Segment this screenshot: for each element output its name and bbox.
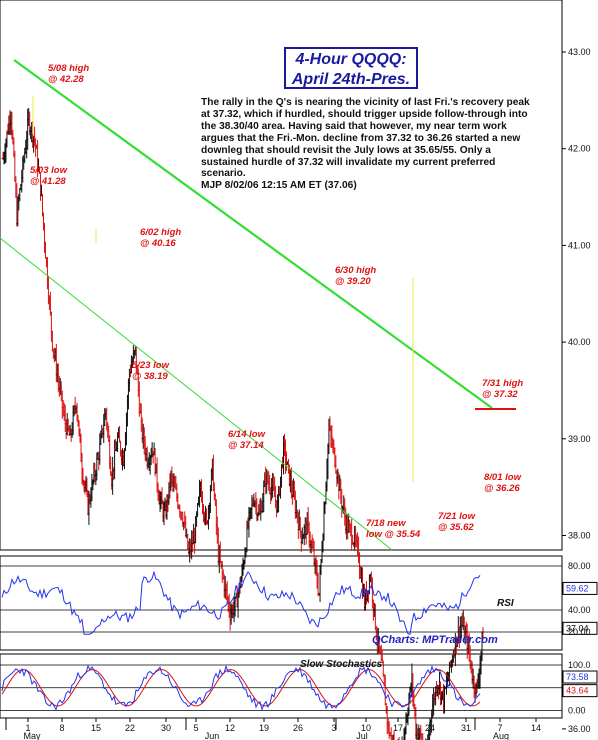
annotation-value-5: @ 39.20 <box>335 276 371 287</box>
rsi-last-label: 59.62 <box>566 583 589 593</box>
x-tick-label-9: 3 <box>331 723 336 733</box>
price-y-tick-label-5: 38.00 <box>568 531 591 541</box>
rsi-last-box <box>562 581 598 595</box>
annotation-value-4: @ 37.14 <box>228 440 264 451</box>
stochastics-d-label: 43.64 <box>566 686 589 696</box>
x-tick-label-13: 31 <box>461 723 471 733</box>
x-tick-label-6: 12 <box>225 723 235 733</box>
x-tick-label-7: 19 <box>259 723 269 733</box>
chart-title: 4-Hour QQQQ: April 24th-Pres. <box>284 47 418 89</box>
x-tick-label-8: 26 <box>293 723 303 733</box>
month-label-2: Jul <box>356 731 368 740</box>
x-tick-label-0: 1 <box>25 723 30 733</box>
stochastics-k-box <box>562 670 598 684</box>
stochastics-y-tick-label-0: 100.0 <box>568 660 591 670</box>
rsi-title: RSI <box>497 598 514 609</box>
rsi-panel <box>0 555 563 651</box>
annotation-label-4: 6/14 low <box>228 429 266 440</box>
stochastics-d-box <box>562 684 598 698</box>
rsi-line <box>1 570 481 635</box>
credit-label: QCharts: MPTrader.com <box>372 634 498 646</box>
x-tick-label-2: 15 <box>91 723 101 733</box>
annotation-label-5: 6/30 high <box>335 265 376 276</box>
x-tick-label-11: 17 <box>393 723 403 733</box>
stochastics-k-label: 73.58 <box>566 672 589 682</box>
x-tick-label-1: 8 <box>59 723 64 733</box>
annotation-label-3: 5/23 low <box>132 360 170 371</box>
annotation-label-7: 7/21 low <box>438 511 476 522</box>
price-panel <box>0 0 563 551</box>
x-tick-label-3: 22 <box>125 723 135 733</box>
chart-title-line2: April 24th-Pres. <box>291 71 411 88</box>
annotation-value-9: @ 36.26 <box>484 483 520 494</box>
annotation-label-1: 5/03 low <box>30 165 68 176</box>
price-y-tick-label-2: 41.00 <box>568 240 591 250</box>
upper-channel-line <box>13 59 493 409</box>
annotation-value-6: low @ 35.54 <box>366 529 421 540</box>
month-label-1: Jun <box>205 731 220 740</box>
price-y-tick-label-4: 39.00 <box>568 434 591 444</box>
annotation-label-8: 7/31 high <box>482 378 523 389</box>
x-tick-label-10: 10 <box>361 723 371 733</box>
stochastics-y-tick-label-2: 0.00 <box>568 706 586 716</box>
annotation-value-1: @ 41.28 <box>30 176 66 187</box>
month-label-3: Aug <box>493 731 509 740</box>
chart-title-line1: 4-Hour QQQQ: <box>295 51 407 68</box>
x-tick-label-12: 24 <box>425 723 435 733</box>
annotation-value-3: @ 38.19 <box>132 371 168 382</box>
annotation-label-0: 5/08 high <box>48 63 89 74</box>
annotation-value-2: @ 40.16 <box>140 238 176 249</box>
annotation-value-7: @ 35.62 <box>438 522 474 533</box>
annotation-value-8: @ 37.32 <box>482 389 518 400</box>
price-y-tick-label-3: 40.00 <box>568 337 591 347</box>
annotation-value-0: @ 42.28 <box>48 74 84 85</box>
price-y-tick-label-0: 43.00 <box>568 47 591 57</box>
x-tick-label-15: 14 <box>531 723 541 733</box>
x-tick-label-5: 5 <box>193 723 198 733</box>
rsi-y-tick-label-1: 40.00 <box>568 605 591 615</box>
annotation-label-2: 6/02 high <box>140 227 181 238</box>
rsi-y-tick-label-0: 80.00 <box>568 561 591 571</box>
price-y-tick-label-7: 36.00 <box>568 724 591 734</box>
last-price-box <box>562 621 598 635</box>
rsi-y-tick-label-2: 20.00 <box>568 627 591 637</box>
price-bars <box>1 107 485 740</box>
lower-channel-line <box>0 237 393 551</box>
last-price-label: 37.04 <box>566 623 589 633</box>
x-tick-label-4: 30 <box>161 723 171 733</box>
price-y-tick-label-1: 42.00 <box>568 144 591 154</box>
annotation-label-9: 8/01 low <box>484 472 522 483</box>
x-tick-label-14: 7 <box>497 723 502 733</box>
stochastics-k-line <box>1 664 481 711</box>
commentary-text: The rally in the Q's is nearing the vici… <box>201 97 530 192</box>
month-label-0: May <box>23 731 41 740</box>
annotation-label-6: 7/18 new <box>366 518 406 529</box>
stochastics-title: Slow Stochastics <box>300 659 383 670</box>
